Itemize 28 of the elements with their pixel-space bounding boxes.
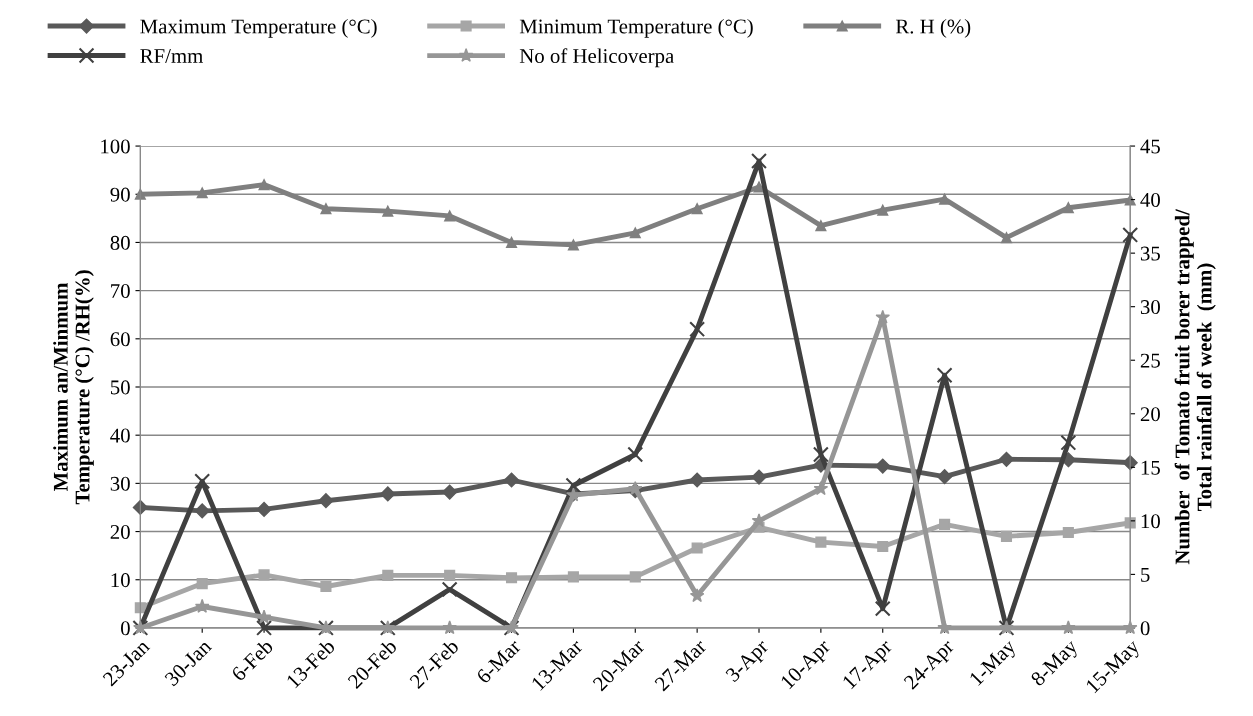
y-tick-label: 100 bbox=[101, 139, 130, 154]
y-axis-title: Maximum an/Minmum Temperature (°C) /RH(%) bbox=[53, 270, 94, 505]
y2-axis-title: Number of Tomato fruit borer trapped/ Total rainfall of week (mm) bbox=[1174, 209, 1216, 565]
y2-tick-label: 30 bbox=[1140, 300, 1160, 315]
legend-label: No of Helicoverpa bbox=[519, 48, 674, 68]
y-tick-label: 80 bbox=[110, 235, 130, 250]
y2-tick-label: 10 bbox=[1141, 514, 1160, 529]
y-tick-label: 20 bbox=[110, 524, 130, 539]
y2-tick-label: 35 bbox=[1140, 246, 1160, 261]
y2-tick-label: 5 bbox=[1141, 567, 1150, 582]
legend-label: RF/mm bbox=[140, 49, 204, 63]
legend-label: Minimum Temperature (°C) bbox=[519, 18, 753, 38]
y2-tick-label: 25 bbox=[1140, 353, 1160, 368]
y2-tick-label: 20 bbox=[1140, 407, 1160, 422]
y2-tick-label: 40 bbox=[1140, 192, 1160, 208]
y-tick-label: 40 bbox=[110, 428, 130, 443]
y-tick-label: 70 bbox=[111, 284, 130, 299]
y-tick-label: 0 bbox=[120, 621, 130, 636]
y-tick-label: 10 bbox=[111, 573, 130, 588]
y2-tick-label: 15 bbox=[1141, 460, 1160, 475]
y-tick-label: 60 bbox=[110, 332, 130, 347]
y-tick-label: 90 bbox=[110, 187, 130, 202]
y2-tick-label: 45 bbox=[1140, 139, 1160, 154]
legend-label: R. H (%) bbox=[895, 18, 971, 38]
y-tick-label: 50 bbox=[110, 380, 130, 395]
legend-label: Maximum Temperature (°C) bbox=[140, 18, 377, 38]
y-tick-label: 30 bbox=[110, 476, 130, 491]
y2-tick-label: 0 bbox=[1140, 621, 1150, 636]
